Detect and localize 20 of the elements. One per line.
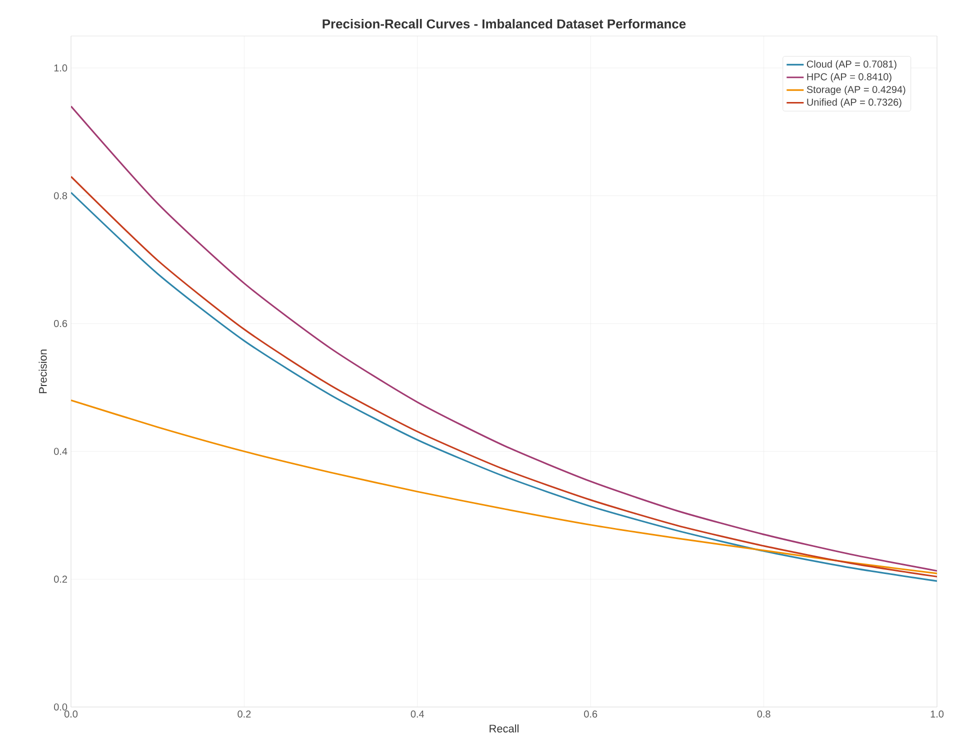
y-tick-label: 0.6 <box>54 320 68 328</box>
x-axis-title: Recall <box>490 724 518 732</box>
x-tick-label: 0.8 <box>757 710 770 718</box>
x-tick-label: 0.2 <box>238 710 251 718</box>
legend-label: HPC (AP = 0.8410) <box>807 73 892 82</box>
x-tick-label: 0.6 <box>584 710 598 718</box>
x-tick-label: 0.4 <box>410 710 424 718</box>
y-tick-label: 1.0 <box>54 64 68 72</box>
x-tick-label: 0.0 <box>64 710 78 718</box>
y-tick-label: 0.0 <box>54 703 68 711</box>
y-tick-label: 0.8 <box>54 192 68 200</box>
legend-label: Storage (AP = 0.4294) <box>806 86 906 95</box>
legend-label: Cloud (AP = 0.7081) <box>806 60 896 70</box>
line-series <box>71 399 938 574</box>
y-axis-title: Precision <box>38 350 47 394</box>
y-tick-label: 0.4 <box>54 448 68 455</box>
y-tick-label: 0.2 <box>54 576 67 583</box>
legend-label: Unified (AP = 0.7326) <box>807 98 902 108</box>
chart-title: Precision-Recall Curves - Imbalanced Dataset Performance <box>322 18 686 28</box>
x-tick-label: 1.0 <box>930 710 944 718</box>
